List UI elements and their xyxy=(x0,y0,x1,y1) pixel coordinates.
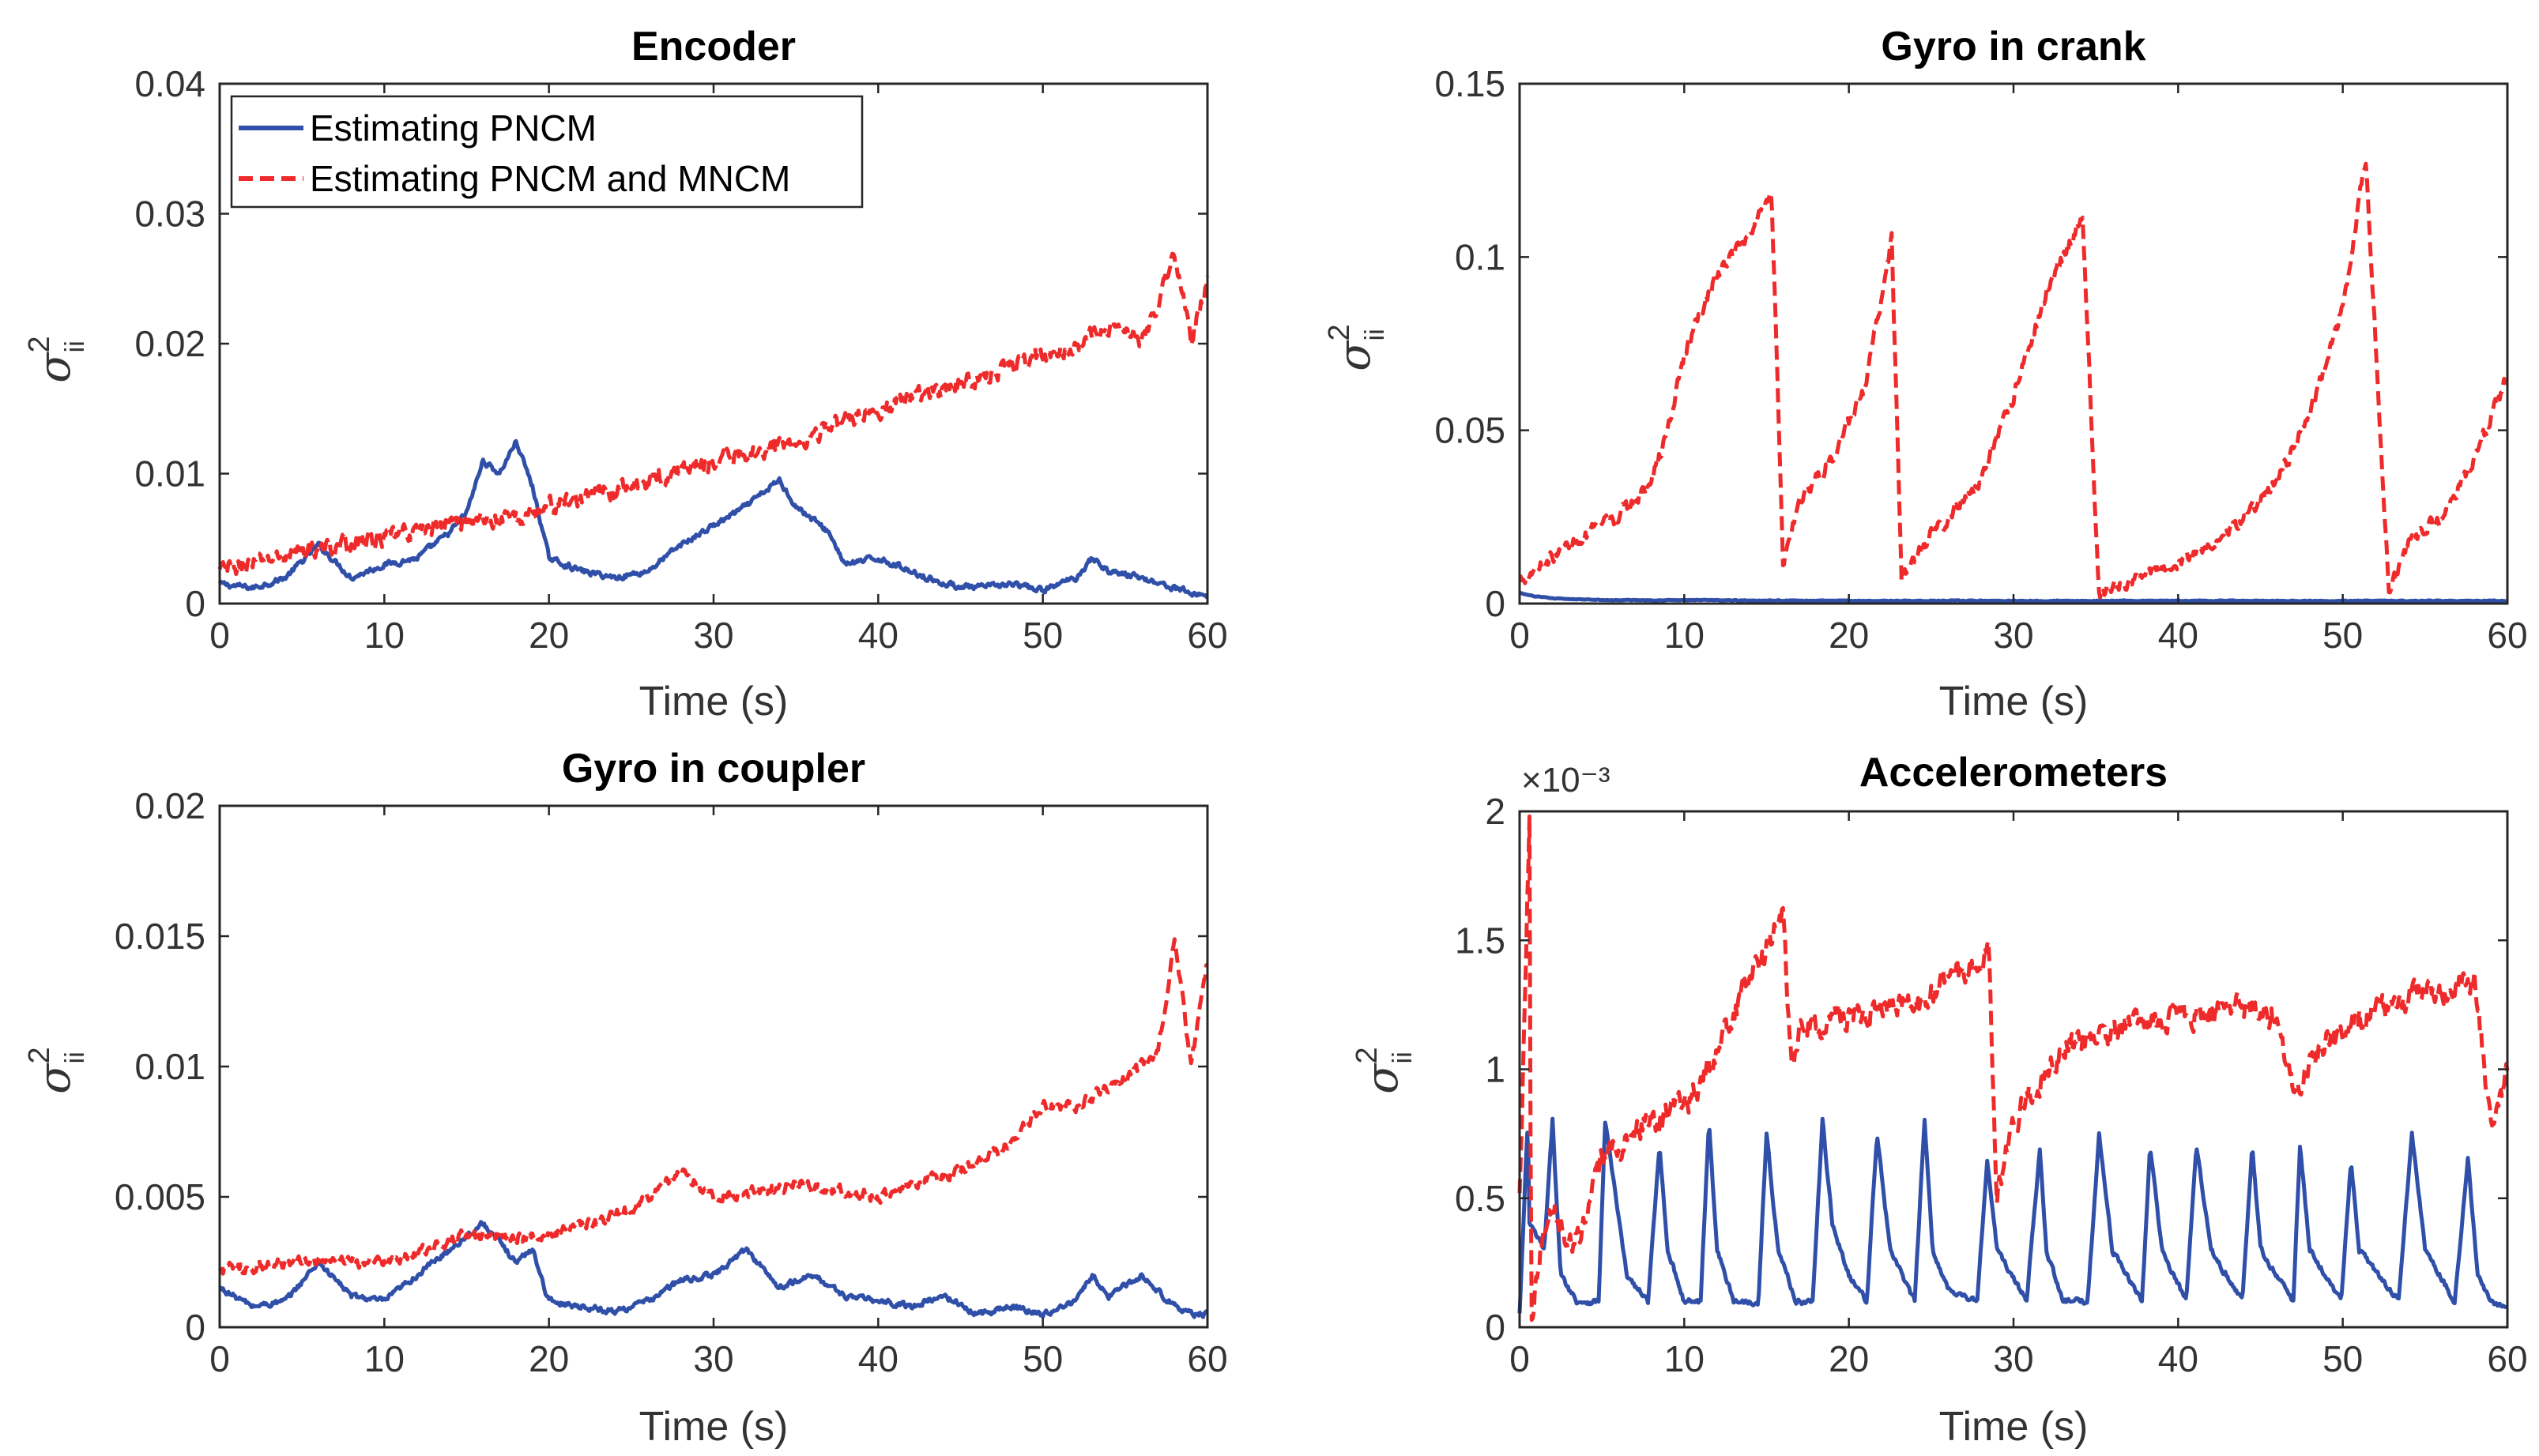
accelerometers-xtick-label: 30 xyxy=(1993,1338,2033,1379)
gyro-coupler-ytick-label: 0.01 xyxy=(134,1046,205,1087)
legend-label-pncm: Estimating PNCM xyxy=(310,107,597,149)
accelerometers-plot xyxy=(1517,814,2510,1322)
gyro-crank-ytick-label: 0 xyxy=(1485,583,1505,624)
gyro-crank-ytick-label: 0.15 xyxy=(1434,63,1505,104)
gyro-coupler-ylabel: σ2 ii xyxy=(23,1047,90,1093)
accelerometers-xtick-label: 50 xyxy=(2322,1338,2363,1379)
accelerometers-ylabel: σ2 ii xyxy=(1350,1047,1418,1093)
encoder-xtick-label: 50 xyxy=(1023,615,1063,656)
accelerometers-ylabel-symbol: σ xyxy=(1357,1063,1408,1094)
gyro-crank-series-pncm-mncm xyxy=(1518,161,2510,600)
gyro-coupler-title: Gyro in coupler xyxy=(562,746,865,792)
accelerometers-title: Accelerometers xyxy=(1859,750,2168,796)
accelerometers-ytick-label: 1 xyxy=(1485,1049,1505,1090)
accelerometers-ytick-label: 1.5 xyxy=(1455,920,1505,961)
legend-label-pncm-mncm: Estimating PNCM and MNCM xyxy=(310,158,790,199)
encoder-ticks: 0 10 20 30 40 50 60 0 0.01 0.02 0.03 0.04 xyxy=(134,63,1227,656)
gyro-crank-plot xyxy=(1518,161,2510,604)
accelerometers-xtick-label: 40 xyxy=(2158,1338,2198,1379)
gyro-crank-ylabel-symbol: σ xyxy=(1329,340,1381,371)
gyro-crank-xtick-label: 40 xyxy=(2158,615,2198,656)
encoder-ytick-label: 0.02 xyxy=(134,323,205,364)
encoder-xtick-label: 20 xyxy=(529,615,569,656)
gyro-coupler-ticks: 0 10 20 30 40 50 60 0 0.005 0.01 0.015 0.02 xyxy=(115,785,1228,1379)
accelerometers-xtick-label: 20 xyxy=(1829,1338,1869,1379)
gyro-coupler-series-pncm-mncm xyxy=(217,937,1209,1276)
gyro-crank-xtick-label: 50 xyxy=(2322,615,2363,656)
legend-box xyxy=(230,95,864,209)
gyro-coupler-ylabel-symbol: σ xyxy=(29,1063,81,1094)
accelerometers-xlabel: Time (s) xyxy=(1939,1404,2089,1450)
legend: Estimating PNCM Estimating PNCM and MNCM xyxy=(230,95,864,209)
encoder-xtick-label: 10 xyxy=(364,615,405,656)
accelerometers-ytick-label: 2 xyxy=(1485,791,1505,832)
gyro-crank-ylabel: σ2 ii xyxy=(1323,324,1390,371)
gyro-crank-xtick-label: 60 xyxy=(2487,615,2527,656)
gyro-coupler-xtick-label: 0 xyxy=(209,1338,230,1379)
encoder-ytick-label: 0 xyxy=(185,583,205,624)
gyro-crank-xtick-label: 20 xyxy=(1829,615,1869,656)
gyro-coupler-ytick-label: 0.02 xyxy=(134,785,205,826)
encoder-ylabel-sub: ii xyxy=(60,340,90,352)
encoder-xtick-label: 60 xyxy=(1187,615,1227,656)
accelerometers-exponent-label: ×10⁻³ xyxy=(1521,761,1610,799)
accelerometers-series-pncm xyxy=(1517,1116,2509,1314)
gyro-coupler-ytick-label: 0.015 xyxy=(115,916,205,957)
encoder-ytick-label: 0.01 xyxy=(134,453,205,495)
gyro-coupler-ylabel-sub: ii xyxy=(60,1052,90,1063)
accelerometers-ylabel-sup: 2 xyxy=(1350,1047,1384,1063)
gyro-coupler-xtick-label: 40 xyxy=(858,1338,898,1379)
gyro-crank-axes-box xyxy=(1518,82,2509,605)
accelerometers-ticks: 0 10 20 30 40 50 60 0 0.5 1 1.5 2 xyxy=(1455,791,2528,1379)
gyro-crank-xtick-label: 30 xyxy=(1993,615,2033,656)
encoder-xlabel: Time (s) xyxy=(639,679,789,724)
gyro-crank-ytick-label: 0.1 xyxy=(1455,236,1505,277)
gyro-coupler-xtick-label: 30 xyxy=(693,1338,733,1379)
gyro-crank-ylabel-sub: ii xyxy=(1360,329,1390,340)
gyro-coupler-xtick-label: 20 xyxy=(529,1338,569,1379)
gyro-crank-title: Gyro in crank xyxy=(1881,24,2145,70)
encoder-ytick-label: 0.03 xyxy=(134,194,205,235)
encoder-ylabel-sup: 2 xyxy=(23,336,56,352)
encoder-ytick-label: 0.04 xyxy=(134,63,205,104)
gyro-coupler-xtick-label: 60 xyxy=(1187,1338,1227,1379)
panel-accelerometers: Accelerometers 0 10 20 30 40 50 60 0 0.5 1 1.5 2 ×1… xyxy=(1350,750,2528,1450)
gyro-coupler-plot xyxy=(217,937,1209,1319)
accelerometers-ytick-label: 0.5 xyxy=(1455,1178,1505,1219)
encoder-xtick-label: 0 xyxy=(209,615,230,656)
gyro-coupler-ytick-label: 0 xyxy=(185,1307,205,1348)
gyro-coupler-xtick-label: 50 xyxy=(1023,1338,1063,1379)
gyro-coupler-axes-box xyxy=(218,804,1209,1329)
accelerometers-xtick-label: 60 xyxy=(2487,1338,2527,1379)
gyro-crank-ylabel-sup: 2 xyxy=(1323,324,1356,340)
encoder-plot xyxy=(217,251,1210,600)
accelerometers-xtick-label: 0 xyxy=(1509,1338,1530,1379)
encoder-xtick-label: 40 xyxy=(858,615,898,656)
gyro-coupler-series-pncm xyxy=(218,1220,1209,1319)
encoder-ylabel-symbol: σ xyxy=(29,352,81,383)
gyro-coupler-xtick-label: 10 xyxy=(364,1338,405,1379)
gyro-crank-ticks: 0 10 20 30 40 50 60 0 0.05 0.1 0.15 xyxy=(1434,63,2527,656)
encoder-series-pncm xyxy=(217,438,1209,600)
gyro-coupler-xlabel: Time (s) xyxy=(639,1404,789,1450)
accelerometers-xtick-label: 10 xyxy=(1664,1338,1705,1379)
encoder-title: Encoder xyxy=(631,24,796,70)
accelerometers-series-pncm-mncm xyxy=(1517,814,2510,1322)
panel-encoder: Encoder 0 10 20 30 40 50 60 0 0.01 0.02 0.03 0.04 T… xyxy=(23,24,1228,724)
gyro-coupler-ytick-label: 0.005 xyxy=(115,1176,205,1217)
encoder-xtick-label: 30 xyxy=(693,615,733,656)
gyro-crank-xlabel: Time (s) xyxy=(1939,679,2089,724)
gyro-crank-ytick-label: 0.05 xyxy=(1434,410,1505,451)
panel-gyro-crank: Gyro in crank 0 10 20 30 40 50 6000.050.10.15 … xyxy=(1323,24,2528,724)
encoder-series-pncm-mncm xyxy=(217,251,1210,577)
encoder-ylabel: σ2 ii xyxy=(23,336,90,382)
gyro-crank-xtick-label: 10 xyxy=(1664,615,1705,656)
gyro-crank-xtick-label: 0 xyxy=(1509,615,1530,656)
accelerometers-ylabel-sub: ii xyxy=(1388,1052,1418,1063)
gyro-coupler-ylabel-sup: 2 xyxy=(23,1047,56,1063)
panel-gyro-coupler: Gyro in coupler 0 10 20 30 40 50 6000.0050.010… xyxy=(23,746,1228,1450)
accelerometers-ytick-label: 0 xyxy=(1485,1307,1505,1348)
